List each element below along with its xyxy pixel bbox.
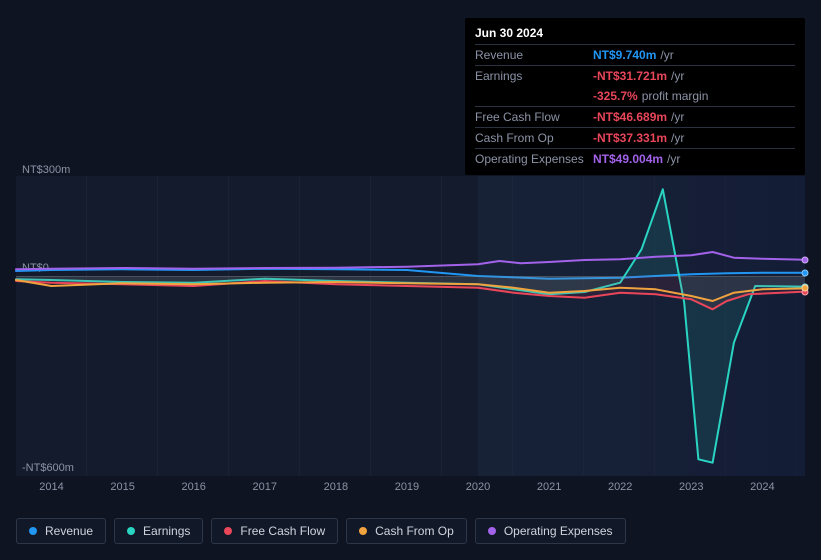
x-tick: 2020 [466, 481, 490, 493]
legend-item-operating-expenses[interactable]: Operating Expenses [475, 518, 626, 544]
tooltip-title: Jun 30 2024 [475, 26, 795, 44]
legend-dot [127, 527, 135, 535]
tooltip-row: -325.7% profit margin [475, 86, 795, 106]
tooltip-value: -NT$31.721m [593, 69, 667, 83]
tooltip-unit: /yr [671, 110, 684, 124]
tooltip-label: Earnings [475, 69, 593, 83]
tooltip-row: Earnings-NT$31.721m/yr [475, 65, 795, 86]
tooltip-unit: /yr [671, 69, 684, 83]
x-tick: 2023 [679, 481, 703, 493]
tooltip-value: -325.7% [593, 89, 638, 103]
x-tick: 2021 [537, 481, 561, 493]
y-tick-bottom: -NT$600m [22, 462, 74, 474]
tooltip-label: Free Cash Flow [475, 110, 593, 124]
x-axis: 2014 2015 2016 2017 2018 2019 2020 2021 2022 2023… [16, 481, 805, 501]
series-earnings [16, 189, 805, 462]
tooltip-row: RevenueNT$9.740m/yr [475, 44, 795, 65]
x-tick: 2016 [181, 481, 205, 493]
legend-label: Free Cash Flow [240, 524, 325, 538]
tooltip-row: Cash From Op-NT$37.331m/yr [475, 127, 795, 148]
x-tick: 2015 [110, 481, 134, 493]
legend-dot [224, 527, 232, 535]
x-tick: 2014 [39, 481, 63, 493]
end-marker [802, 285, 809, 292]
x-tick: 2018 [324, 481, 348, 493]
tooltip-value: -NT$37.331m [593, 131, 667, 145]
tooltip-value: -NT$46.689m [593, 110, 667, 124]
legend-label: Revenue [45, 524, 93, 538]
x-tick: 2022 [608, 481, 632, 493]
legend-item-free-cash-flow[interactable]: Free Cash Flow [211, 518, 338, 544]
x-tick: 2019 [395, 481, 419, 493]
end-marker [802, 256, 809, 263]
tooltip-label: Revenue [475, 48, 593, 62]
tooltip-subtext: profit margin [642, 89, 709, 103]
legend-label: Cash From Op [375, 524, 454, 538]
tooltip-row: Free Cash Flow-NT$46.689m/yr [475, 106, 795, 127]
legend-label: Earnings [143, 524, 190, 538]
chart-svg [16, 176, 805, 476]
tooltip-unit: /yr [660, 48, 673, 62]
y-tick-top: NT$300m [22, 164, 70, 176]
x-tick: 2024 [750, 481, 774, 493]
legend-dot [488, 527, 496, 535]
plot-area[interactable]: NT$0 [16, 176, 805, 476]
legend-dot [359, 527, 367, 535]
legend-item-revenue[interactable]: Revenue [16, 518, 106, 544]
x-tick: 2017 [253, 481, 277, 493]
legend-dot [29, 527, 37, 535]
legend-item-cash-from-op[interactable]: Cash From Op [346, 518, 467, 544]
tooltip-panel: Jun 30 2024 RevenueNT$9.740m/yrEarnings-… [465, 18, 805, 175]
tooltip-label: Cash From Op [475, 131, 593, 145]
end-marker [802, 269, 809, 276]
tooltip-value: NT$9.740m [593, 48, 656, 62]
chart-legend: Revenue Earnings Free Cash Flow Cash From O… [16, 518, 626, 544]
series-operating-expenses [16, 252, 805, 269]
tooltip-unit: /yr [671, 131, 684, 145]
legend-label: Operating Expenses [504, 524, 613, 538]
legend-item-earnings[interactable]: Earnings [114, 518, 203, 544]
financials-chart: NT$300m NT$0 -NT$600m 201420152016201720… [16, 156, 805, 500]
